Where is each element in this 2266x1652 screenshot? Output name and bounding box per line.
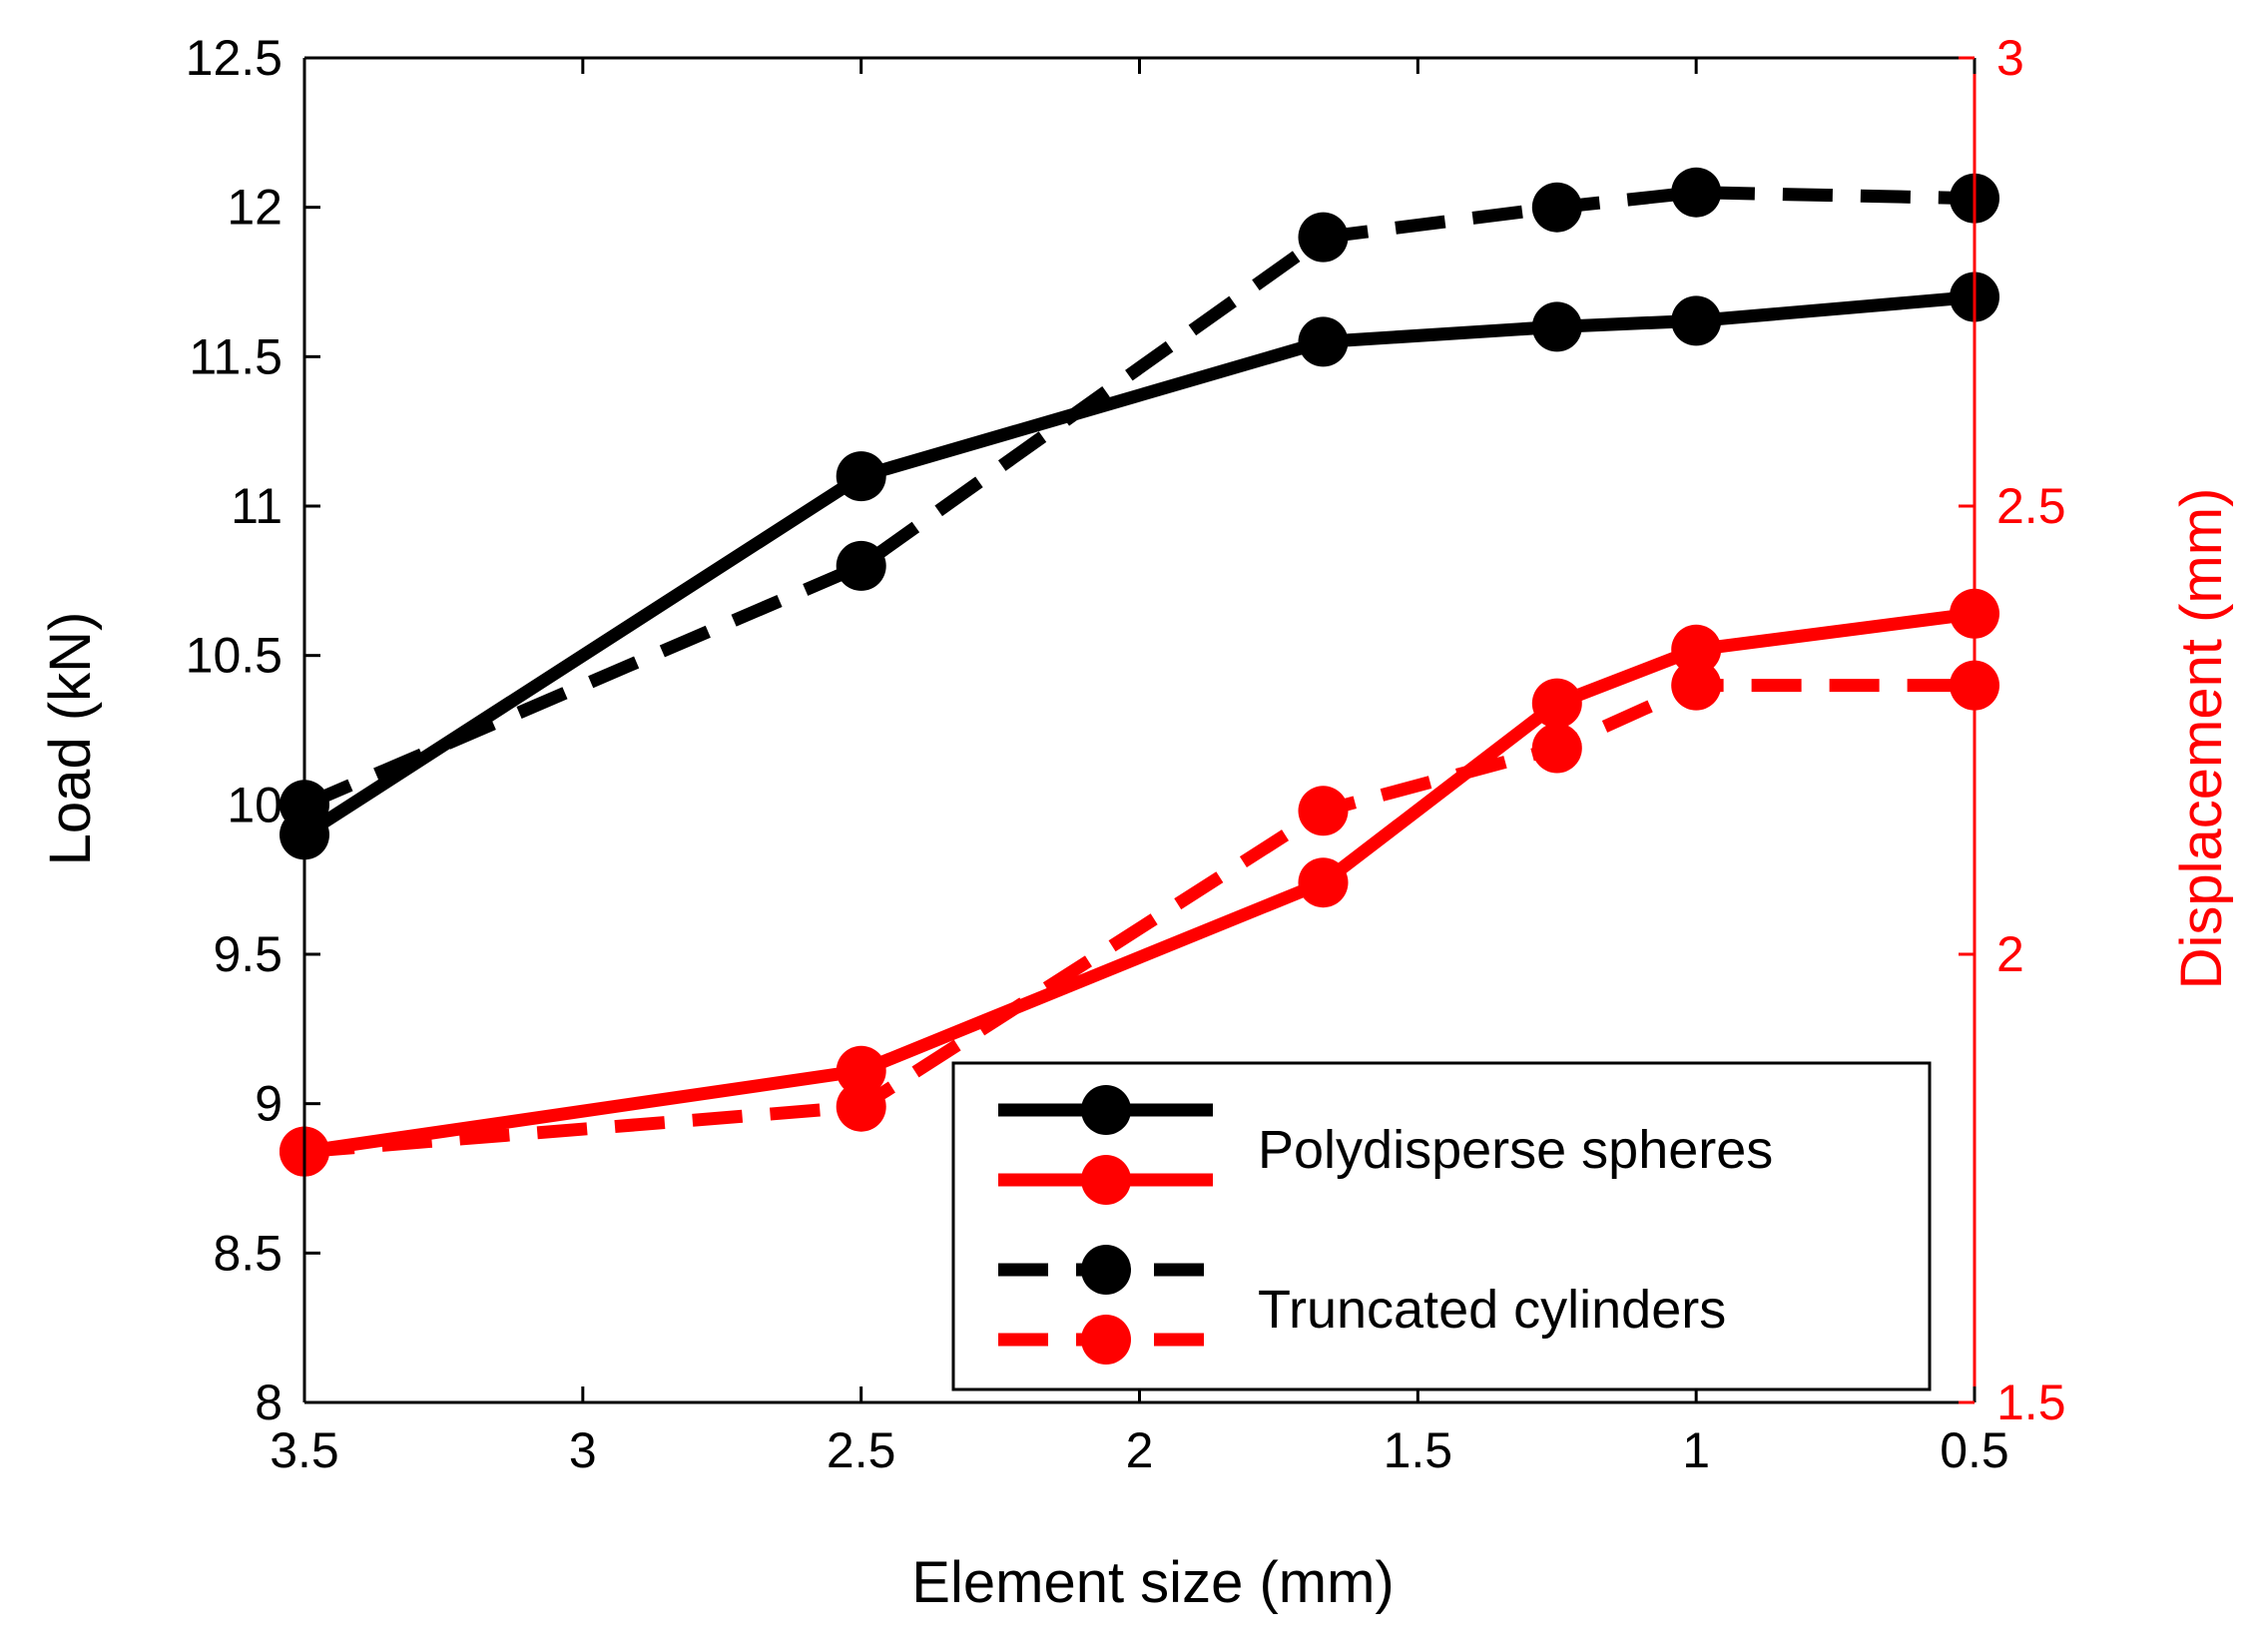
x-tick-label: 2.5 [827, 1422, 896, 1478]
x-tick-label: 1.5 [1384, 1422, 1453, 1478]
data-point-load-dashed-1 [836, 540, 886, 591]
y-right-axis-title: Displacement (mm) [2169, 488, 2234, 990]
y-right-tick-label: 3 [1996, 30, 2024, 86]
x-tick-label: 2 [1126, 1422, 1154, 1478]
x-tick-label: 0.5 [1940, 1422, 2009, 1478]
legend-entry-truncated: Truncated cylinders [998, 1245, 1726, 1365]
x-tick-label: 3.5 [270, 1422, 339, 1478]
y-left-tick-label: 12.5 [186, 30, 283, 86]
labels-layer: 3.5 3 2.5 2 1.5 1 0.588.599.51010.51111.51212.… [186, 30, 2066, 1478]
y-left-tick-label: 10 [227, 777, 283, 832]
series-line-load-dashed [301, 186, 1976, 812]
axes-layer [302, 56, 1977, 1404]
y-right-tick-label: 2.5 [1996, 478, 2066, 534]
series-line-displacement-solid [303, 607, 1976, 1159]
data-point-load-dashed-4 [1671, 167, 1722, 218]
x-axis-title: Element size (mm) [911, 1550, 1394, 1615]
y-left-tick-label: 9 [255, 1076, 283, 1132]
y-right-tick-label: 2 [1996, 926, 2024, 982]
y-right-tick-label: 1.5 [1996, 1375, 2066, 1430]
data-point-load-solid-4 [1671, 295, 1722, 346]
data-point-load-solid-3 [1531, 301, 1582, 352]
data-point-displacement-solid-3 [1531, 678, 1582, 729]
y-left-tick-label: 12 [227, 180, 283, 236]
legend-label-polydisperse: Polydisperse spheres [1258, 1120, 1773, 1180]
data-point-displacement-dashed-1 [836, 1081, 886, 1132]
y-left-tick-label: 8 [255, 1375, 283, 1430]
legend-marker-red-solid [1081, 1155, 1131, 1205]
x-tick-label: 3 [569, 1422, 597, 1478]
data-point-load-dashed-3 [1531, 182, 1582, 233]
x-tick-label: 1 [1682, 1422, 1710, 1478]
y-left-tick-label: 10.5 [186, 628, 283, 684]
series-line-load-solid [300, 290, 1976, 840]
data-point-displacement-dashed-4 [1671, 660, 1722, 711]
data-point-displacement-solid-1 [836, 1045, 886, 1096]
y-left-tick-label: 9.5 [213, 926, 283, 982]
y-left-tick-label: 11.5 [189, 328, 283, 384]
data-point-displacement-dashed-2 [1298, 786, 1349, 836]
data-point-displacement-solid-2 [1298, 857, 1349, 908]
y-left-tick-label: 8.5 [213, 1225, 283, 1281]
legend: Polydisperse spheres Truncated cylinders [951, 1061, 1932, 1391]
data-point-displacement-solid-4 [1671, 624, 1722, 675]
legend-marker-black-dashed [1081, 1245, 1131, 1295]
data-point-load-solid-2 [1298, 316, 1349, 367]
data-point-load-solid-1 [836, 451, 886, 502]
legend-label-truncated: Truncated cylinders [1258, 1280, 1726, 1340]
legend-marker-red-dashed [1081, 1315, 1131, 1365]
y-left-tick-label: 11 [231, 478, 283, 534]
data-point-load-dashed-2 [1298, 212, 1349, 263]
y-left-axis-title: Load (kN) [38, 612, 103, 866]
data-point-displacement-dashed-3 [1531, 723, 1582, 774]
legend-entry-polydisperse: Polydisperse spheres [998, 1085, 1773, 1205]
series-layer [280, 167, 1999, 1177]
legend-marker-black-solid [1081, 1085, 1131, 1135]
